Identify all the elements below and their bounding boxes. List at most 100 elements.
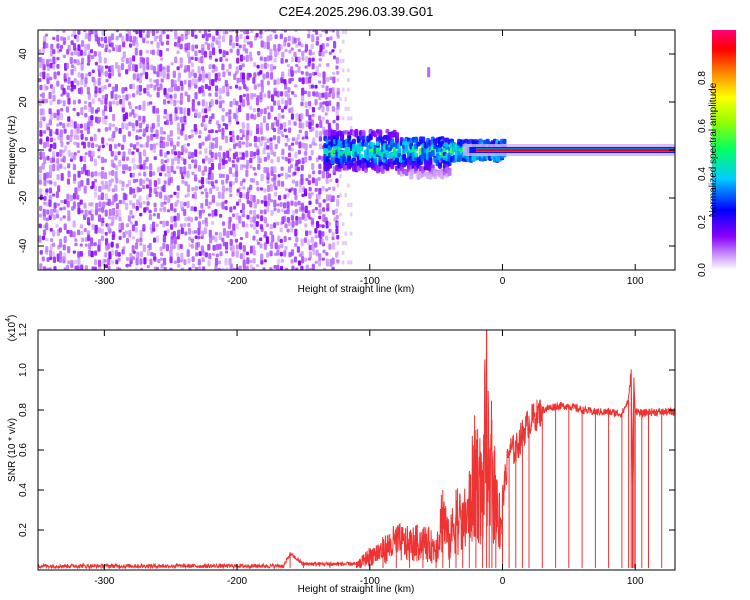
heatmap-cell <box>188 79 192 88</box>
heatmap-cell <box>305 264 309 270</box>
heatmap-cell <box>447 161 452 166</box>
heatmap-cell <box>253 84 257 90</box>
heatmap-cell <box>52 242 56 247</box>
heatmap-cell <box>238 265 242 270</box>
heatmap-cell <box>63 252 67 260</box>
heatmap-cell <box>249 209 253 215</box>
heatmap-cell <box>122 51 126 59</box>
heatmap-cell <box>141 30 146 33</box>
spectrogram-x-ticks: -300 -200 -100 0 100 <box>94 30 644 287</box>
heatmap-cell <box>204 136 209 142</box>
heatmap-cell <box>245 134 249 141</box>
heatmap-cell <box>327 122 332 131</box>
heatmap-cell <box>229 35 233 42</box>
heatmap-cell <box>38 223 42 229</box>
heatmap-cell <box>119 98 123 105</box>
heatmap-cell <box>347 260 350 265</box>
heatmap-cell <box>328 100 332 106</box>
heatmap-cell <box>276 78 280 85</box>
heatmap-cell <box>163 195 167 201</box>
heatmap-cell <box>90 48 94 54</box>
heatmap-cell <box>245 35 250 40</box>
heatmap-cell <box>241 203 245 211</box>
heatmap-cell <box>293 171 297 176</box>
heatmap-cell <box>210 42 215 48</box>
heatmap-cell <box>231 172 236 178</box>
heatmap-cell <box>169 249 173 257</box>
heatmap-cell <box>205 73 209 79</box>
heatmap-cell <box>98 87 102 94</box>
heatmap-cell <box>300 238 304 247</box>
heatmap-cell <box>344 106 348 111</box>
heatmap-cell <box>60 173 64 181</box>
heatmap-cell <box>186 51 190 58</box>
heatmap-cell <box>272 135 277 141</box>
heatmap-cell <box>335 214 339 220</box>
heatmap-cell <box>48 249 53 258</box>
heatmap-cell <box>74 187 78 196</box>
heatmap-cell <box>58 250 63 259</box>
heatmap-cell <box>217 123 221 129</box>
x-tick-label: -200 <box>227 276 247 287</box>
heatmap-cell <box>62 37 67 44</box>
heatmap-cell <box>111 86 116 93</box>
heatmap-cell <box>121 122 125 130</box>
heatmap-cell <box>234 164 239 171</box>
heatmap-cell <box>80 57 85 65</box>
heatmap-cell <box>165 141 170 147</box>
heatmap-cell <box>118 33 122 38</box>
heatmap-cell <box>274 34 278 40</box>
heatmap-cell <box>332 71 336 75</box>
heatmap-cell <box>160 57 164 61</box>
heatmap-cell <box>276 264 280 270</box>
heatmap-cell <box>153 79 157 83</box>
heatmap-cell <box>129 35 133 43</box>
heatmap-cell <box>132 55 136 62</box>
heatmap-cell <box>173 236 177 245</box>
heatmap-cell <box>125 256 130 262</box>
heatmap-cell <box>39 205 43 212</box>
heatmap-cell <box>266 41 270 50</box>
heatmap-cell <box>149 258 153 266</box>
heatmap-cell <box>138 128 143 133</box>
heatmap-cell <box>204 83 208 90</box>
heatmap-cell <box>145 126 149 133</box>
heatmap-cell <box>293 121 297 126</box>
heatmap-cell <box>86 62 91 66</box>
heatmap-cell <box>314 228 318 234</box>
heatmap-cell <box>308 72 312 79</box>
heatmap-cell <box>308 244 312 251</box>
snr-y-scale-base: (x10 <box>7 321 18 341</box>
heatmap-cell <box>76 142 80 148</box>
heatmap-cell <box>231 245 235 253</box>
heatmap-cell <box>331 231 335 237</box>
heatmap-cell <box>159 34 163 43</box>
heatmap-cell <box>208 229 212 238</box>
heatmap-cell <box>83 105 87 110</box>
heatmap-cell <box>200 85 204 93</box>
heatmap-cell <box>159 83 163 91</box>
heatmap-cell <box>335 65 339 70</box>
heatmap-cell <box>49 256 53 260</box>
heatmap-cell <box>148 179 152 187</box>
heatmap-cell <box>277 112 281 120</box>
heatmap-cell <box>236 191 240 197</box>
heatmap-cell <box>86 230 90 237</box>
heatmap-cell <box>238 86 242 91</box>
heatmap-cell <box>187 151 192 158</box>
heatmap-cell <box>66 92 70 98</box>
heatmap-cell <box>243 36 247 44</box>
heatmap-cell <box>231 135 236 143</box>
heatmap-cell <box>314 187 318 192</box>
heatmap-cell <box>308 200 312 206</box>
heatmap-cell <box>249 151 254 158</box>
heatmap-cell <box>79 224 83 229</box>
heatmap-cell <box>79 243 83 247</box>
heatmap-cell <box>96 107 100 113</box>
heatmap-cell <box>286 201 290 209</box>
heatmap-cell <box>279 238 283 244</box>
heatmap-cell <box>283 235 287 242</box>
heatmap-cell <box>349 212 353 217</box>
heatmap-cell <box>162 136 166 141</box>
heatmap-cell <box>115 100 120 106</box>
